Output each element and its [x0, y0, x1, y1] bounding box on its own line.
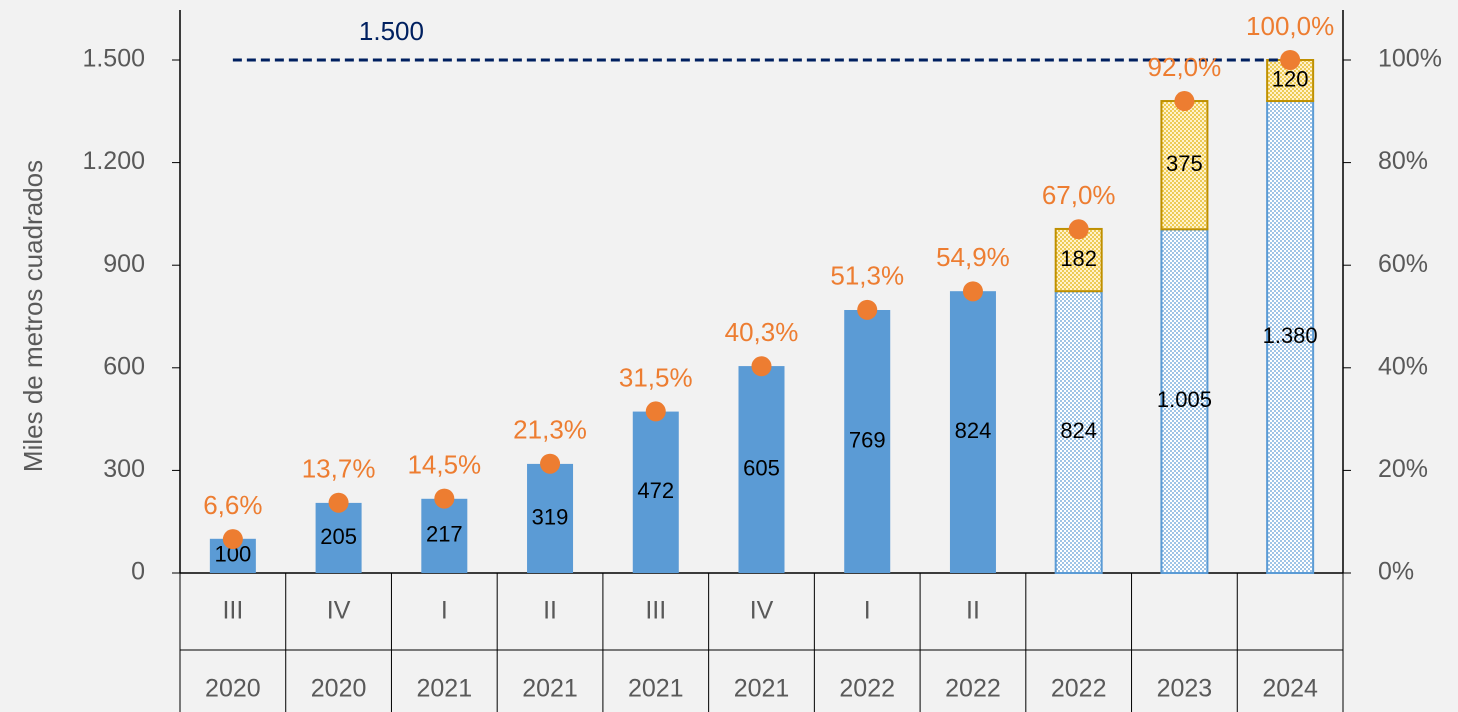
y2-tick-label: 40% [1378, 352, 1428, 380]
y-tick-label: 0 [131, 558, 145, 586]
x-year-label: 2022 [945, 675, 1001, 703]
x-year-label: 2022 [839, 675, 895, 703]
percent-label: 92,0% [1148, 52, 1222, 82]
point [645, 401, 666, 422]
bar [632, 411, 679, 573]
percent-label: 54,9% [936, 242, 1010, 272]
percent-label: 31,5% [619, 362, 693, 392]
percent-label: 6,6% [203, 490, 262, 520]
y-tick-label: 1.200 [82, 147, 145, 175]
point [222, 529, 243, 550]
bar [738, 366, 785, 573]
y2-tick-label: 80% [1378, 147, 1428, 175]
x-year-label: 2021 [522, 675, 578, 703]
point [751, 356, 772, 377]
x-tick-label: I [441, 597, 448, 625]
data-label: 1.005 [1157, 387, 1212, 412]
reference-label: 1.500 [359, 16, 424, 46]
percent-label: 51,3% [830, 261, 904, 291]
point [1068, 219, 1089, 240]
x-year-label: 2024 [1262, 675, 1318, 703]
y-axis-title: Miles de metros cuadrados [18, 160, 48, 472]
data-label: 120 [1272, 66, 1309, 91]
point [540, 453, 561, 474]
data-label: 182 [1060, 246, 1097, 271]
y2-tick-label: 60% [1378, 250, 1428, 278]
point [962, 281, 983, 302]
x-tick-label: III [645, 597, 666, 625]
point [328, 492, 349, 513]
data-label: 824 [955, 418, 992, 443]
bar [421, 498, 468, 573]
x-tick-label: I [864, 597, 871, 625]
x-year-label: 2021 [417, 675, 473, 703]
y2-tick-label: 20% [1378, 455, 1428, 483]
y-tick-label: 900 [103, 250, 145, 278]
percent-label: 21,3% [513, 415, 587, 445]
percent-label: 14,5% [407, 449, 481, 479]
x-tick-label: II [543, 597, 557, 625]
x-year-label: 2022 [1051, 675, 1107, 703]
data-label: 217 [426, 522, 463, 547]
data-label: 375 [1166, 151, 1203, 176]
bar [1160, 228, 1209, 574]
x-tick-label: III [222, 597, 243, 625]
bar [1266, 100, 1315, 574]
x-tick-label: IV [750, 597, 774, 625]
data-label: 472 [637, 478, 674, 503]
x-year-label: 2020 [311, 675, 367, 703]
x-tick-label: II [966, 597, 980, 625]
x-tick-label: IV [327, 597, 351, 625]
y-tick-label: 300 [103, 455, 145, 483]
percent-label: 67,0% [1042, 180, 1116, 210]
y-tick-label: 1.500 [82, 45, 145, 73]
point [857, 299, 878, 320]
bar [844, 310, 891, 573]
x-year-label: 2020 [205, 675, 261, 703]
point [1280, 50, 1301, 70]
x-year-label: 2021 [734, 675, 790, 703]
percent-label: 40,3% [725, 317, 799, 347]
point [1174, 91, 1195, 112]
data-label: 769 [849, 427, 886, 452]
x-year-label: 2023 [1157, 675, 1213, 703]
bar [949, 291, 996, 573]
data-label: 605 [743, 455, 780, 480]
percent-label: 100,0% [1246, 11, 1334, 41]
stacked-bar [1160, 100, 1209, 231]
y2-tick-label: 0% [1378, 558, 1414, 586]
data-label: 1.380 [1263, 323, 1318, 348]
y2-tick-label: 100% [1378, 45, 1442, 73]
data-label: 205 [320, 524, 357, 549]
x-year-label: 2021 [628, 675, 684, 703]
bar [527, 463, 574, 573]
point [434, 488, 455, 509]
bar [315, 502, 362, 573]
data-label: 824 [1060, 418, 1097, 443]
percent-label: 13,7% [302, 454, 376, 484]
bar [1054, 290, 1103, 574]
y-tick-label: 600 [103, 352, 145, 380]
data-label: 319 [532, 504, 569, 529]
